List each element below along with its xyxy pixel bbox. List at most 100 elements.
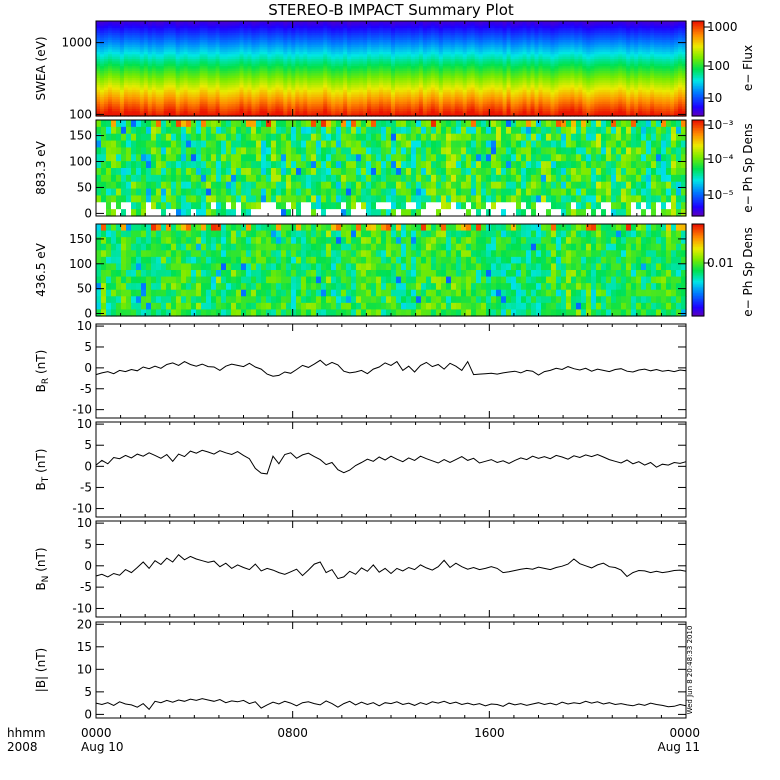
swea-cell (103, 32, 109, 36)
swea-cell (371, 63, 376, 67)
swea-cell (131, 97, 137, 100)
swea-cell (115, 28, 121, 32)
swea-cell (227, 104, 233, 108)
swea-cell (355, 108, 360, 112)
swea-cell (590, 25, 595, 29)
swea-cell (394, 89, 400, 93)
swea-cell (327, 106, 332, 110)
swea-cell (454, 56, 460, 60)
swea-cell (315, 42, 320, 46)
swea-cell (319, 32, 324, 36)
swea-cell (339, 99, 344, 103)
swea-cell (387, 51, 392, 55)
swea-cell (259, 42, 265, 46)
swea-cell (546, 80, 552, 84)
swea-cell (510, 21, 516, 24)
swea-cell (239, 44, 245, 48)
swea-cell (566, 99, 571, 103)
swea-cell (139, 63, 145, 67)
swea-cell (359, 85, 364, 89)
swea-cell (235, 47, 241, 51)
swea-cell (478, 101, 484, 105)
swea-cell (406, 89, 412, 93)
swea-cell (267, 61, 273, 65)
swea-cell (391, 82, 396, 86)
swea-cell (295, 44, 300, 48)
swea-cell (398, 73, 404, 77)
swea-cell (207, 47, 213, 51)
swea-cell (486, 49, 492, 53)
swea-cell (331, 59, 336, 62)
swea-cell (96, 37, 101, 41)
swea-cell (442, 78, 448, 81)
swea-cell (251, 106, 257, 110)
swea-cell (494, 51, 500, 55)
swea-cell (239, 51, 245, 55)
swea-cell (179, 70, 185, 74)
swea-cell (187, 61, 193, 65)
swea-cell (123, 25, 129, 29)
swea-cell (502, 25, 508, 29)
swea-cell (283, 111, 288, 115)
swea-cell (347, 56, 352, 60)
swea-cell (139, 30, 145, 34)
swea-cell (295, 23, 300, 27)
swea-cell (454, 44, 460, 48)
swea-cell (203, 89, 209, 93)
swea-cell (303, 51, 308, 55)
swea-cell (111, 30, 117, 34)
swea-cell (239, 113, 245, 117)
swea-cell (470, 75, 476, 79)
swea-cell (458, 59, 464, 62)
swea-cell (103, 94, 109, 98)
swea-cell (195, 37, 201, 41)
swea-cell (359, 70, 364, 74)
swea-cell (339, 40, 344, 43)
swea-cell (143, 23, 149, 27)
swea-cell (550, 40, 556, 43)
swea-cell (486, 32, 492, 36)
swea-cell (215, 51, 221, 55)
swea-cell (546, 70, 552, 74)
swea-cell (135, 23, 141, 27)
swea-cell (207, 70, 213, 74)
swea-cell (351, 35, 356, 39)
swea-cell (518, 104, 524, 108)
swea-cell (203, 99, 209, 103)
swea-cell (107, 97, 113, 100)
swea-cell (498, 92, 504, 96)
swea-cell (406, 21, 412, 24)
swea-cell (199, 56, 205, 60)
swea-cell (319, 73, 324, 77)
swea-cell (526, 113, 532, 117)
swea-cell (430, 73, 436, 77)
swea-cell (522, 44, 528, 48)
swea-cell (123, 49, 129, 53)
swea-cell (518, 68, 524, 72)
swea-cell (215, 23, 221, 27)
swea-cell (263, 73, 269, 77)
swea-cell (235, 80, 241, 84)
swea-cell (574, 63, 579, 67)
swea-cell (351, 56, 356, 60)
swea-cell (119, 101, 125, 105)
swea-cell (163, 54, 169, 58)
swea-cell (251, 51, 257, 55)
swea-cell (135, 111, 141, 115)
swea-cell (287, 89, 292, 93)
swea-cell (434, 70, 440, 74)
swea-cell (267, 59, 273, 62)
swea-cell (187, 101, 193, 105)
swea-cell (359, 23, 364, 27)
swea-cell (111, 42, 117, 46)
swea-cell (135, 106, 141, 110)
swea-cell (111, 73, 117, 77)
swea-cell (486, 47, 492, 51)
swea-cell (450, 59, 456, 62)
swea-cell (299, 59, 304, 62)
swea-cell (398, 56, 404, 60)
swea-cell (566, 37, 571, 41)
swea-cell (187, 28, 193, 32)
swea-cell (115, 73, 121, 77)
swea-cell (291, 73, 296, 77)
